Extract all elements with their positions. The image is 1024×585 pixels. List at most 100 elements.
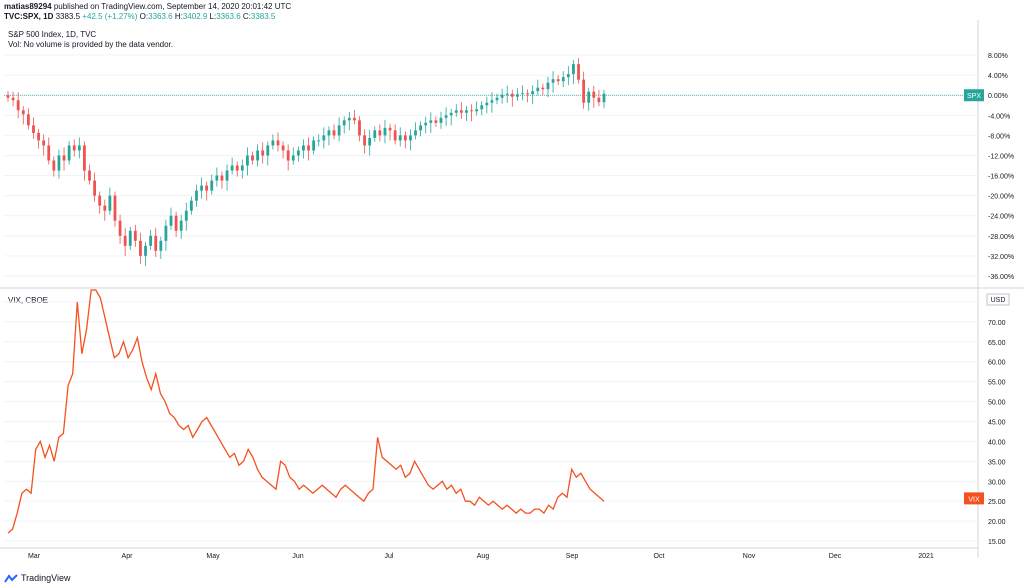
spx-candle	[572, 60, 575, 85]
spx-candle-body	[174, 215, 178, 231]
spx-candle-body	[37, 132, 40, 141]
spx-candle	[566, 66, 570, 86]
spx-ytick-label: -32.00%	[988, 254, 1014, 261]
spx-candle-body	[516, 94, 519, 97]
spx-candle-body	[118, 220, 122, 236]
spx-candle	[434, 116, 438, 127]
vix-pane-title: VIX, CBOE	[8, 296, 48, 306]
spx-candle	[536, 79, 540, 96]
spx-candle	[526, 89, 529, 103]
spx-candle-body	[77, 145, 81, 151]
spx-candle	[26, 108, 30, 130]
spx-candle	[414, 122, 417, 140]
spx-candle	[337, 117, 341, 142]
spx-candle-body	[98, 195, 102, 206]
spx-candle-body	[266, 145, 270, 156]
spx-candle-body	[495, 97, 499, 101]
spx-candle-body	[577, 64, 580, 80]
spx-candle	[378, 124, 382, 142]
spx-candle-body	[582, 79, 586, 103]
spx-candle	[561, 71, 565, 88]
spx-candle	[42, 134, 46, 156]
spx-candle	[342, 116, 346, 134]
spx-candle-body	[169, 215, 173, 226]
spx-candle	[587, 87, 591, 111]
ohlc-line: TVC:SPX, 1D 3383.5 +42.5 (+1.27%) O:3363…	[4, 12, 291, 22]
spx-candle	[373, 126, 377, 142]
spx-candle-body	[189, 200, 193, 211]
spx-candle	[516, 88, 519, 101]
spx-candle-body	[16, 100, 20, 111]
spx-candle-body	[551, 79, 555, 83]
usd-tag	[986, 293, 1010, 306]
spx-candle	[302, 139, 305, 159]
spx-candle-body	[500, 94, 504, 98]
vix-ytick-label: 55.00	[988, 380, 1006, 387]
spx-candle	[556, 75, 560, 86]
spx-candle-body	[215, 175, 219, 181]
spx-candle	[592, 85, 596, 108]
spx-ytick-label: -12.00%	[988, 153, 1014, 160]
xtick-label: Aug	[477, 553, 490, 560]
tradingview-logo[interactable]: TradingView	[4, 573, 71, 583]
spx-candle-body	[47, 145, 51, 161]
spx-candle	[113, 191, 117, 227]
spx-candle-body	[149, 235, 153, 246]
spx-candle-body	[322, 135, 326, 141]
spx-candle	[195, 184, 198, 207]
spx-badge-label: SPX	[967, 93, 981, 100]
vix-badge-label: VIX	[968, 496, 980, 503]
spx-candle-body	[358, 120, 361, 136]
spx-candle-body	[246, 155, 249, 166]
spx-candle-body	[465, 110, 468, 113]
xtick-label: Dec	[829, 553, 842, 560]
spx-candle-body	[164, 225, 168, 241]
spx-ytick-label: -4.00%	[988, 113, 1010, 120]
spx-candle-body	[373, 130, 377, 138]
spx-candle	[495, 93, 499, 105]
xtick-label: Oct	[654, 553, 665, 560]
spx-candle	[286, 144, 290, 171]
spx-candle	[11, 91, 15, 107]
spx-candle-body	[368, 137, 372, 146]
spx-candle	[164, 219, 168, 251]
xtick-label: Mar	[28, 553, 41, 560]
spx-candle	[291, 147, 295, 165]
publisher-user[interactable]: matias89294	[4, 2, 52, 11]
spx-candle	[149, 229, 153, 250]
spx-candle-body	[220, 175, 224, 181]
spx-candle-body	[561, 77, 565, 82]
spx-candle-body	[144, 245, 147, 256]
spx-candle-body	[21, 110, 25, 115]
spx-candle-body	[113, 195, 117, 221]
spx-candle-body	[414, 130, 417, 136]
spx-candle-body	[510, 93, 514, 97]
spx-candle	[429, 112, 433, 133]
vix-ytick-label: 40.00	[988, 439, 1006, 446]
spx-candle	[159, 236, 163, 259]
spx-candle	[21, 106, 25, 125]
spx-candle-body	[388, 127, 392, 131]
spx-candle-body	[251, 155, 254, 161]
spx-candle-body	[439, 117, 443, 123]
spx-candle	[77, 137, 81, 159]
chart-header: matias89294 published on TradingView.com…	[4, 2, 291, 22]
spx-candle-body	[93, 180, 96, 196]
spx-candle-body	[154, 235, 158, 251]
spx-candle-body	[200, 185, 203, 191]
spx-candle	[6, 91, 10, 102]
spx-candle	[403, 131, 407, 149]
spx-candle-body	[286, 150, 290, 161]
spx-candle	[510, 89, 514, 107]
spx-candle-body	[72, 145, 76, 151]
spx-ytick-label: -24.00%	[988, 214, 1014, 221]
spx-candle-body	[230, 165, 234, 171]
spx-candle-body	[459, 110, 463, 113]
spx-candle	[118, 214, 122, 244]
spx-candle	[424, 116, 428, 134]
spx-candle-body	[337, 125, 341, 136]
spx-candle-body	[195, 190, 198, 201]
vix-ytick-label: 15.00	[988, 539, 1006, 546]
vix-ytick-label: 20.00	[988, 519, 1006, 526]
